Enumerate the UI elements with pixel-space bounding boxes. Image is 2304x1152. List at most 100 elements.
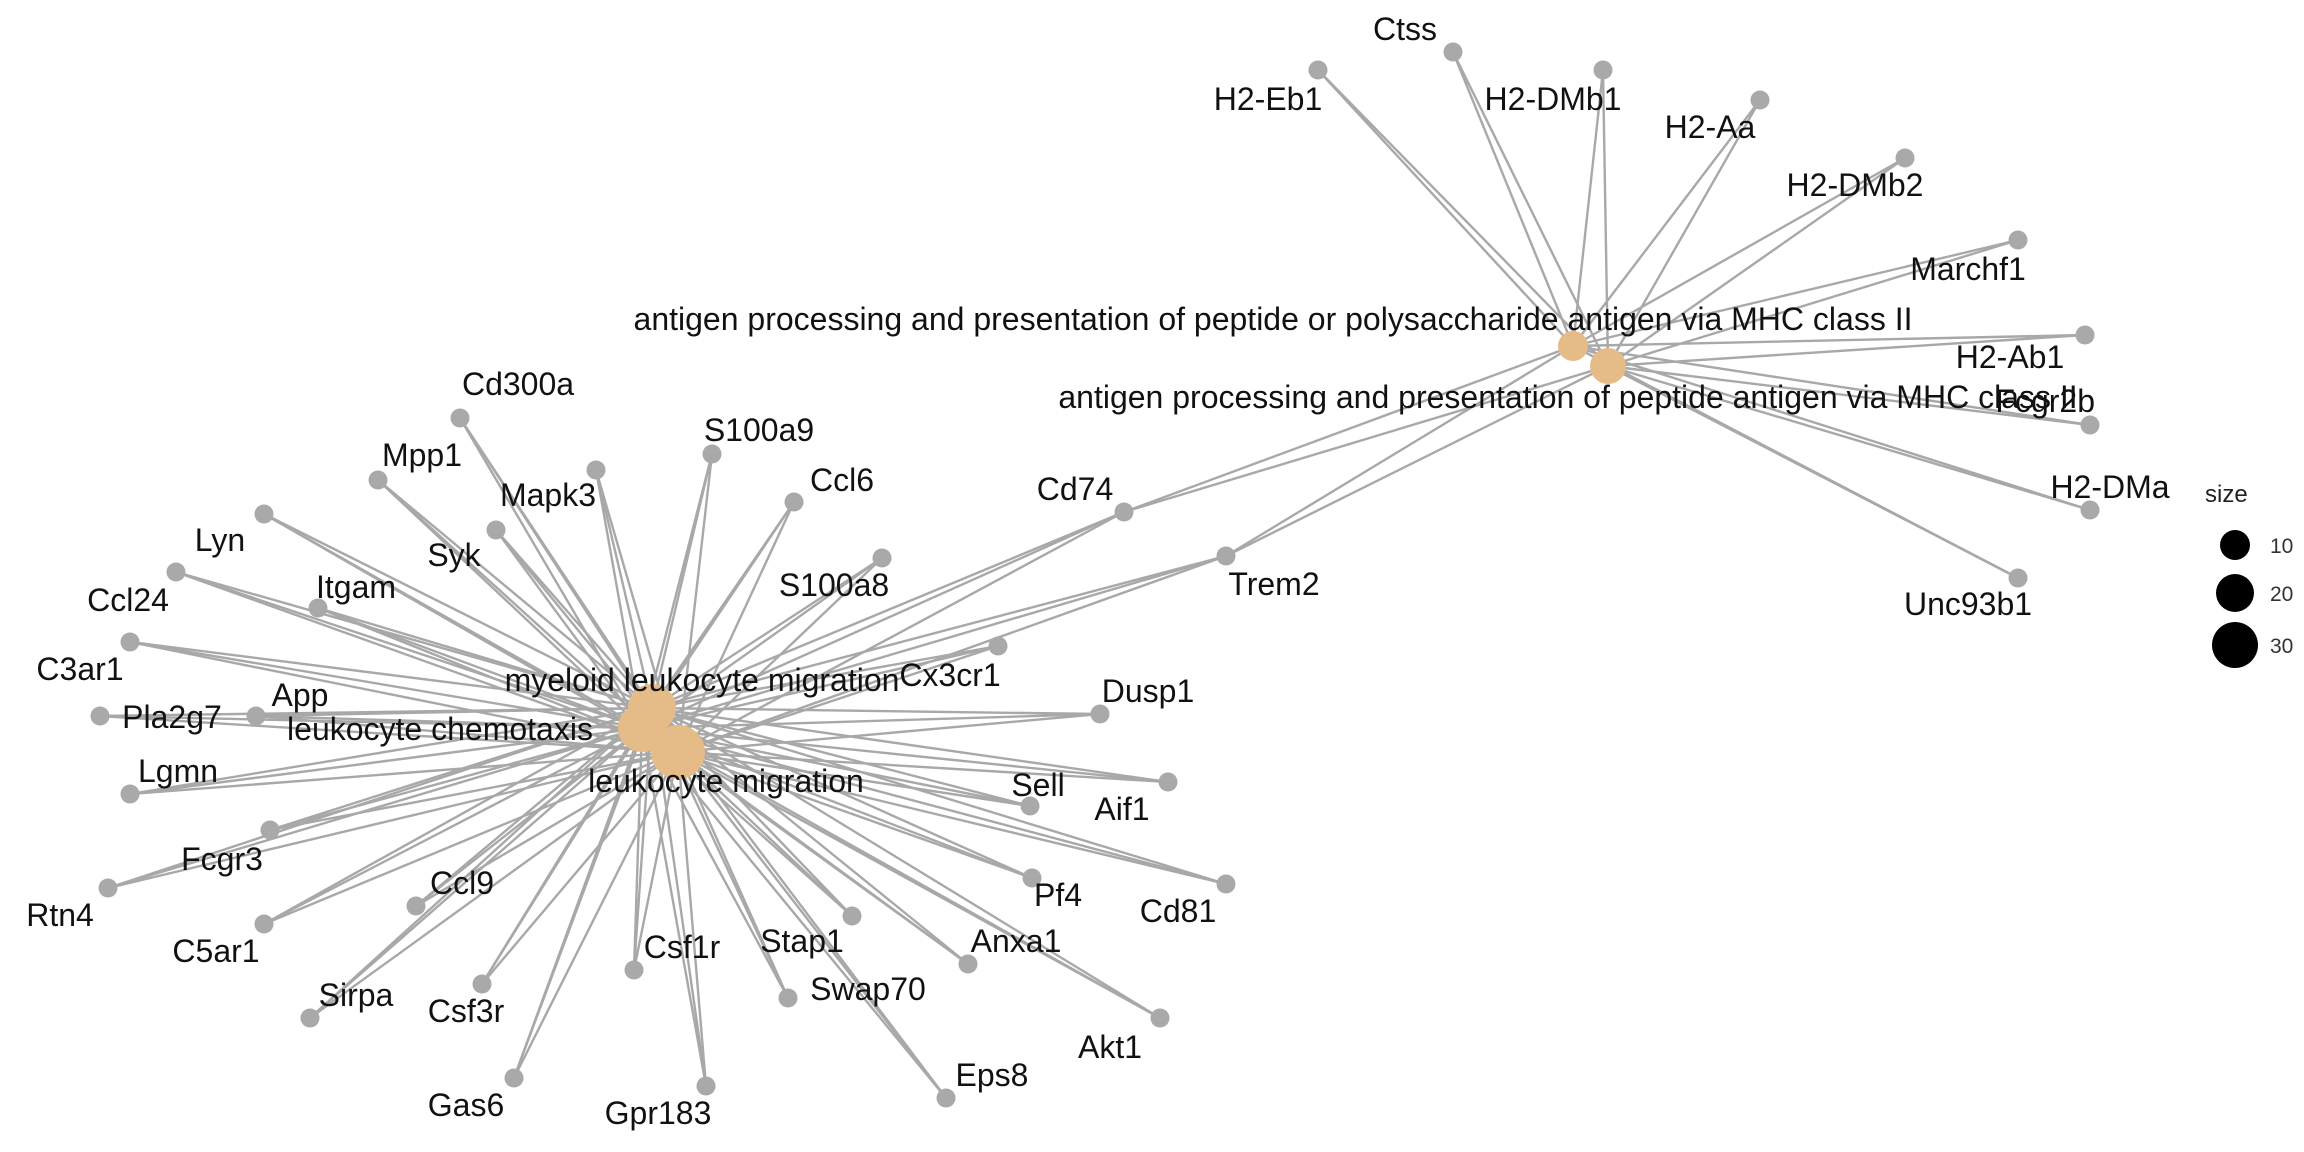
gene-label-s100a8: S100a8 (779, 567, 889, 603)
edge-s100a8-leukocyte-migration (677, 557, 883, 753)
edge-fcgr3-leukocyte-migration (269, 750, 679, 832)
edge-h2-dmb1-antigen-pp-polysaccharide (1571, 69, 1605, 347)
edge-ccl9-leukocyte-chemotaxis (415, 727, 643, 907)
edge-cx3cr1-leukocyte-migration (677, 644, 999, 754)
gene-label-cx3cr1: Cx3cr1 (899, 657, 1000, 693)
category-label-myeloid-leukocyte-migration: myeloid leukocyte migration (505, 662, 900, 698)
edge-akt1-myeloid-leukocyte-migration (651, 706, 1161, 1020)
gene-node-akt1 (1150, 1008, 1170, 1028)
gene-node-fcgr2b (2080, 415, 2100, 435)
gene-label-h2-eb1: H2-Eb1 (1214, 81, 1323, 117)
gene-label-sirpa: Sirpa (319, 977, 394, 1013)
gene-node-h2-ab1 (2075, 325, 2095, 345)
edge-syk-myeloid-leukocyte-migration (495, 529, 653, 709)
gene-node-ccl24 (166, 562, 186, 582)
gene-label-eps8: Eps8 (956, 1057, 1029, 1093)
gene-label-cd300a: Cd300a (462, 366, 574, 402)
edge-layer (99, 51, 2091, 1099)
edge-c3ar1-leukocyte-chemotaxis (129, 640, 643, 730)
edge-csf3r-leukocyte-chemotaxis (480, 727, 644, 985)
gene-node-c5ar1 (254, 914, 274, 934)
edge-lyn-leukocyte-migration (263, 512, 679, 754)
gene-node-ccl9 (406, 896, 426, 916)
edge-h2-eb1-antigen-pp-peptide (1317, 69, 1609, 367)
gene-node-csf3r (472, 974, 492, 994)
edge-dusp1-leukocyte-migration (677, 712, 1101, 754)
legend-label-20: 20 (2270, 583, 2293, 606)
edge-h2-eb1-antigen-pp-polysaccharide (1317, 69, 1574, 347)
edge-h2-dma-antigen-pp-polysaccharide (1572, 344, 2091, 512)
gene-label-h2-dma: H2-DMa (2050, 469, 2169, 505)
edge-sirpa-leukocyte-chemotaxis (309, 727, 643, 1019)
gene-label-trem2: Trem2 (1228, 566, 1319, 602)
legend-label-10: 10 (2270, 535, 2293, 558)
legend-label-30: 30 (2270, 635, 2293, 658)
gene-node-dusp1 (1090, 704, 1110, 724)
gene-label-s100a9: S100a9 (704, 412, 814, 448)
gene-node-anxa1 (958, 954, 978, 974)
gene-node-app (246, 706, 266, 726)
gene-node-c3ar1 (120, 632, 140, 652)
gene-label-akt1: Akt1 (1078, 1029, 1142, 1065)
edge-cd74-leukocyte-migration (677, 510, 1125, 754)
gene-node-marchf1 (2008, 230, 2028, 250)
gene-label-stap1: Stap1 (760, 923, 844, 959)
edge-eps8-leukocyte-migration (677, 751, 947, 1099)
gene-node-ctss (1443, 42, 1463, 62)
gene-label-anxa1: Anxa1 (971, 923, 1062, 959)
edge-trem2-antigen-pp-polysaccharide (1225, 344, 1574, 558)
edge-s100a8-myeloid-leukocyte-migration (651, 556, 883, 710)
category-label-antigen-pp-peptide: antigen processing and presentation of p… (1058, 379, 2077, 415)
category-node-antigen-pp-polysaccharide (1558, 331, 1588, 361)
category-label-antigen-pp-polysaccharide: antigen processing and presentation of p… (634, 301, 1913, 337)
gene-label-unc93b1: Unc93b1 (1904, 586, 2032, 622)
edge-sirpa-myeloid-leukocyte-migration (309, 707, 653, 1019)
gene-label-fcgr2b: Fcgr2b (1995, 383, 2095, 419)
edge-trem2-leukocyte-chemotaxis (641, 554, 1227, 730)
edge-h2-ab1-antigen-pp-polysaccharide (1572, 333, 2086, 348)
edge-h2-dmb2-antigen-pp-peptide (1607, 157, 1906, 367)
category-node-leukocyte-migration (651, 725, 705, 779)
gene-label-csf1r: Csf1r (644, 929, 721, 965)
gene-label-syk: Syk (427, 537, 481, 573)
edge-ccl9-leukocyte-migration (415, 750, 679, 908)
category-node-antigen-pp-peptide (1590, 348, 1626, 384)
gene-node-s100a9 (702, 444, 722, 464)
edge-ctss-antigen-pp-peptide (1451, 51, 1610, 367)
edge-rtn4-leukocyte-chemotaxis (107, 726, 643, 890)
edge-aif1-myeloid-leukocyte-migration (651, 706, 1169, 784)
edge-pf4-myeloid-leukocyte-migration (651, 706, 1033, 880)
gene-label-aif1: Aif1 (1094, 791, 1149, 827)
size-legend: size 10 20 30 (2205, 481, 2293, 668)
edge-rtn4-myeloid-leukocyte-migration (107, 706, 653, 890)
edge-cd74-antigen-pp-peptide (1123, 364, 1609, 514)
legend-title: size (2205, 481, 2248, 508)
gene-label-h2-ab1: H2-Ab1 (1956, 339, 2065, 375)
gene-node-gas6 (504, 1068, 524, 1088)
gene-node-rtn4 (98, 878, 118, 898)
gene-label-gas6: Gas6 (428, 1087, 504, 1123)
gene-label-fcgr3: Fcgr3 (181, 841, 263, 877)
edge-c3ar1-leukocyte-migration (129, 640, 679, 754)
gene-node-h2-aa (1750, 90, 1770, 110)
edge-aif1-leukocyte-chemotaxis (641, 726, 1169, 784)
edge-csf3r-leukocyte-migration (481, 751, 679, 985)
edge-trem2-myeloid-leukocyte-migration (651, 554, 1227, 710)
edge-c5ar1-leukocyte-chemotaxis (263, 726, 643, 926)
edge-mpp1-myeloid-leukocyte-migration (377, 479, 653, 709)
gene-label-marchf1: Marchf1 (1910, 251, 2026, 287)
edge-trem2-antigen-pp-peptide (1225, 364, 1609, 558)
gene-node-lyn (254, 504, 274, 524)
edge-mapk3-leukocyte-chemotaxis (594, 469, 644, 729)
gene-label-ccl9: Ccl9 (430, 865, 494, 901)
edge-syk-leukocyte-chemotaxis (495, 529, 643, 729)
gene-label-ccl6: Ccl6 (810, 462, 874, 498)
gene-node-syk (486, 520, 506, 540)
gene-node-ccl6 (784, 492, 804, 512)
edge-h2-aa-antigen-pp-polysaccharide (1572, 99, 1761, 347)
gene-label-cd74: Cd74 (1037, 471, 1114, 507)
edge-ccl24-leukocyte-chemotaxis (175, 570, 643, 730)
gene-label-pla2g7: Pla2g7 (122, 699, 222, 735)
gene-label-h2-aa: H2-Aa (1665, 109, 1756, 145)
